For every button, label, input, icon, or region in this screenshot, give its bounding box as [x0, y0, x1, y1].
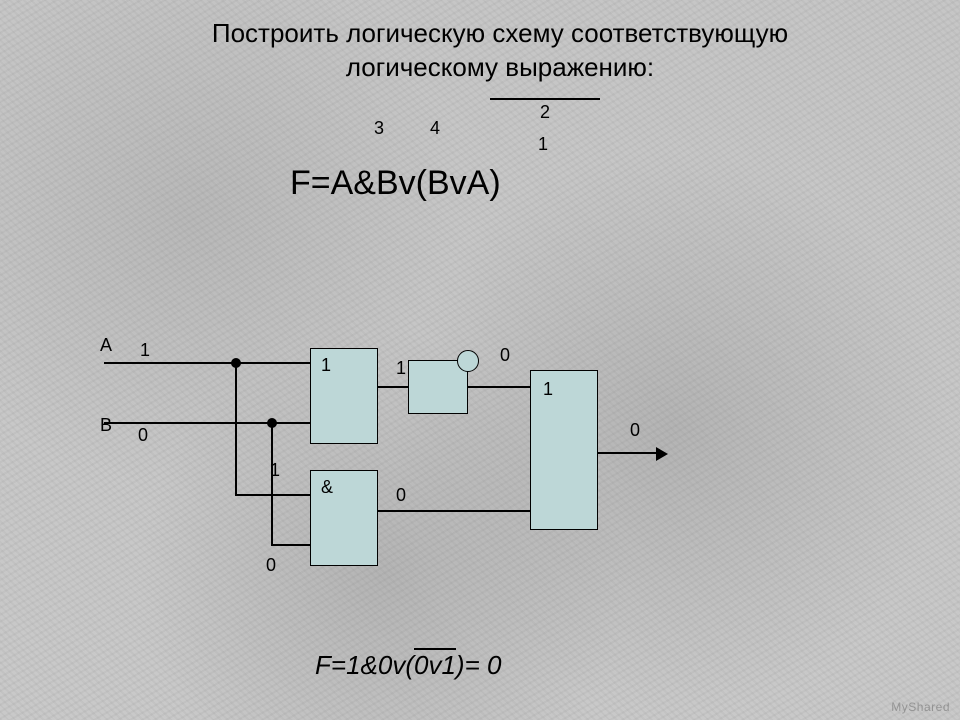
input-label-a: A — [100, 335, 112, 356]
gate-or-2-label: 1 — [543, 379, 553, 400]
value-or1-out: 1 — [396, 358, 406, 379]
result-prefix: F=1&0v( — [315, 650, 414, 680]
annotation-1: 1 — [538, 134, 548, 155]
title-line-2: логическому выражению: — [110, 52, 890, 83]
wire-final — [598, 452, 658, 454]
gate-or-2: 1 — [530, 370, 598, 530]
watermark: MyShared — [891, 700, 950, 714]
formula-main: F=A&Bv(BvA) — [290, 164, 501, 203]
input-label-b: B — [100, 415, 112, 436]
value-and-in-b: 0 — [266, 555, 276, 576]
value-and-in-a: 1 — [270, 460, 280, 481]
annotation-3: 3 — [374, 118, 384, 139]
result-overlined: 0v1 — [414, 650, 456, 681]
wire-inv-out — [468, 386, 530, 388]
annotation-4: 4 — [430, 118, 440, 139]
value-b: 0 — [138, 425, 148, 446]
wire-a-branch-v — [235, 362, 237, 496]
result-formula: F=1&0v(0v1)= 0 — [315, 650, 501, 681]
wire-a-main — [104, 362, 310, 364]
inverter-bubble-icon — [457, 350, 479, 372]
gate-and-label: & — [321, 477, 333, 498]
wire-b-branch-v — [271, 422, 273, 546]
value-and-out: 0 — [396, 485, 406, 506]
gate-or-1: 1 — [310, 348, 378, 444]
result-suffix: )= — [456, 650, 480, 680]
result-value: 0 — [487, 650, 501, 680]
diagram-stage: Построить логическую схему соответствующ… — [0, 0, 960, 720]
value-a: 1 — [140, 340, 150, 361]
value-inv-out: 0 — [500, 345, 510, 366]
gate-or-1-label: 1 — [321, 355, 331, 376]
wire-b-branch-h — [271, 544, 310, 546]
formula-overline — [490, 98, 600, 100]
value-final: 0 — [630, 420, 640, 441]
wire-or1-out — [378, 386, 408, 388]
gate-and: & — [310, 470, 378, 566]
wire-and-out — [378, 510, 530, 512]
annotation-2: 2 — [540, 102, 550, 123]
wire-b-main — [104, 422, 310, 424]
title-line-1: Построить логическую схему соответствующ… — [110, 18, 890, 49]
arrow-output-icon — [656, 447, 668, 461]
